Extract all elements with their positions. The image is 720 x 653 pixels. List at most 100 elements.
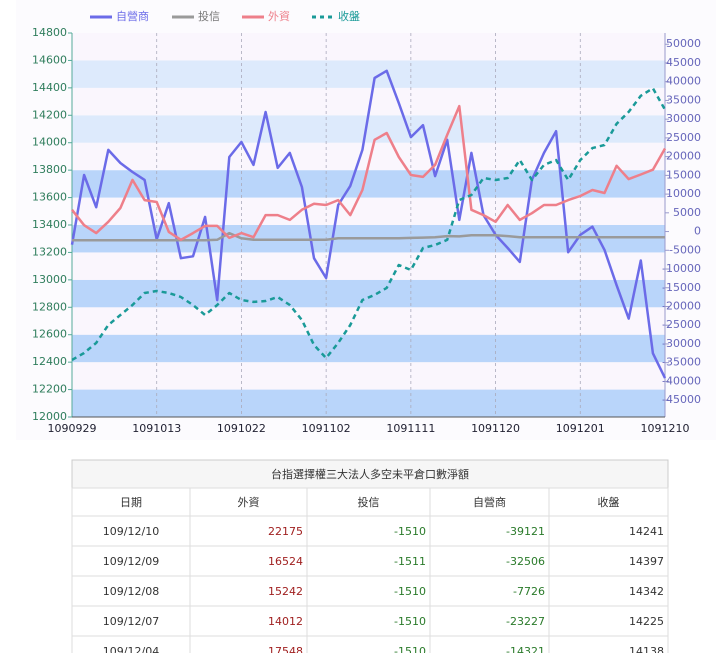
band [72,334,665,363]
legend-label: 外資 [268,10,290,23]
series-line [72,231,665,242]
series-line [71,104,667,242]
cell [71,545,191,577]
header-cell-text: 收盤 [598,495,620,509]
cell-text: 109/12/10 [103,525,159,538]
y2-tick-label: 0 [694,225,701,238]
y-tick-label: 13800 [32,163,67,176]
y2-tick-label: 15000 [666,168,701,181]
cell-text: 109/12/07 [103,615,159,628]
y2-tick-label: -10000 [662,262,701,275]
band [72,389,665,417]
cell-text: 109/12/04 [103,645,159,653]
chart: 12000 12200 12400 12600 12800 13000 13200 13400… [32,9,701,435]
cell-text: -1510 [394,585,426,598]
x-tick-label: 1091120 [471,422,520,435]
y2-tick-label: -35000 [662,356,701,369]
cell-text: 14241 [629,525,664,538]
band [72,252,665,280]
cell-text: 17548 [268,645,303,653]
title-row [71,459,669,489]
cell-text: -14321 [506,645,545,653]
y2-tick-label: -25000 [662,318,701,331]
x-tick-label: 1091013 [132,422,181,435]
cell [548,635,669,653]
y2-tick-label: -40000 [662,374,701,387]
y-tick-label: 14600 [32,53,67,66]
y2-tick-label: -30000 [662,337,701,350]
cell [306,605,431,637]
band [72,279,665,308]
x-tick-label: 1091201 [556,422,605,435]
header-cell [189,487,308,517]
cell-text: 15242 [268,585,303,598]
cell-text: 22175 [268,525,303,538]
y2-tick-label: -45000 [662,393,701,406]
band [72,362,665,390]
y-tick-label: 14000 [32,136,67,149]
y2-tick-label: 20000 [666,150,701,163]
y-tick-label: 12200 [32,383,67,396]
y-tick-label: 13200 [32,245,67,258]
x-tick-label: 1091210 [641,422,690,435]
band [72,170,665,198]
y-tick-label: 14200 [32,108,67,121]
cell-text: -1511 [394,555,426,568]
y2-tick-label: 45000 [666,56,701,69]
y2-tick-label: 50000 [666,37,701,50]
cell-text: 14225 [629,615,664,628]
header-cell-text: 日期 [120,496,142,509]
cell-text: 14397 [629,555,664,568]
x-tick-label: 1090929 [48,422,97,435]
y-tick-label: 12800 [32,300,67,313]
cell-text: 14012 [268,615,303,628]
cell [548,575,669,607]
y-tick-label: 13000 [32,273,67,286]
cell [189,545,308,577]
y2-tick-label: 35000 [666,93,701,106]
band [72,60,665,88]
cell-text: -39121 [506,525,545,538]
cell-text: 14342 [629,585,664,598]
y-tick-label: 14800 [32,26,67,39]
y2-tick-label: -5000 [669,243,701,256]
x-tick-label: 1091102 [302,422,351,435]
cell-text: -1510 [394,525,426,538]
header-cell [429,487,550,517]
y-tick-label: 13400 [32,218,67,231]
table-title: 台指選擇權三大法人多空未平倉口數淨額 [271,467,469,481]
y-tick-label: 12600 [32,328,67,341]
cell-text: 14138 [629,645,664,653]
cell [429,515,550,547]
cell-text: 109/12/08 [103,585,159,598]
header-cell [306,487,431,517]
y2-tick-label: 40000 [666,75,701,88]
cell [429,605,550,637]
cell-text: -7726 [513,585,545,598]
cell-text: 16524 [268,555,303,568]
band [72,33,665,61]
cell [189,605,308,637]
legend-label: 自營商 [116,9,149,23]
cell-text: -1510 [394,615,426,628]
cell [306,515,431,547]
cell-text: -23227 [506,615,545,628]
y-tick-label: 12000 [32,410,67,423]
y2-tick-label: -20000 [662,299,701,312]
y-tick-label: 13600 [32,191,67,204]
cell [71,605,191,637]
x-tick-label: 1091111 [386,422,435,435]
header-cell-text: 自營商 [473,495,506,509]
series-line [70,69,667,379]
series-line [71,87,667,361]
y2-tick-label: 30000 [666,112,701,125]
x-tick-label: 1091022 [217,422,266,435]
y2-tick-label: -15000 [662,281,701,294]
header-cell-text: 投信 [358,495,380,509]
band [72,307,665,335]
cell [306,545,431,577]
header-cell-text: 外資 [238,496,260,509]
cell-text: 109/12/09 [103,555,159,568]
